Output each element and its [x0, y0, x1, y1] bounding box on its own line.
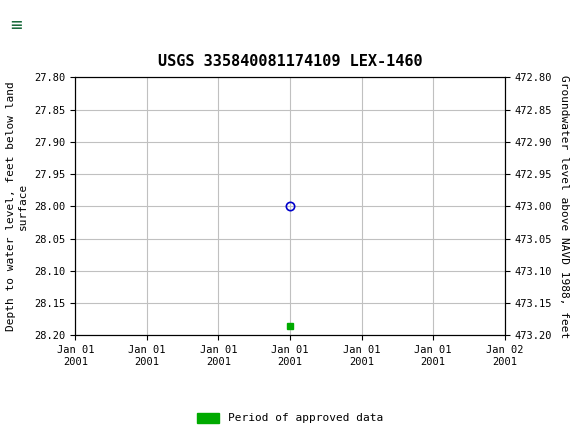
Y-axis label: Depth to water level, feet below land
surface: Depth to water level, feet below land su… — [6, 82, 27, 331]
Text: USGS 335840081174109 LEX-1460: USGS 335840081174109 LEX-1460 — [158, 54, 422, 69]
Y-axis label: Groundwater level above NAVD 1988, feet: Groundwater level above NAVD 1988, feet — [559, 75, 569, 338]
Bar — [6, 6, 27, 45]
Text: ≡USGS: ≡USGS — [12, 16, 88, 35]
Text: USGS: USGS — [25, 19, 63, 32]
Legend: Period of approved data: Period of approved data — [193, 408, 387, 428]
Text: ≡: ≡ — [10, 16, 22, 35]
